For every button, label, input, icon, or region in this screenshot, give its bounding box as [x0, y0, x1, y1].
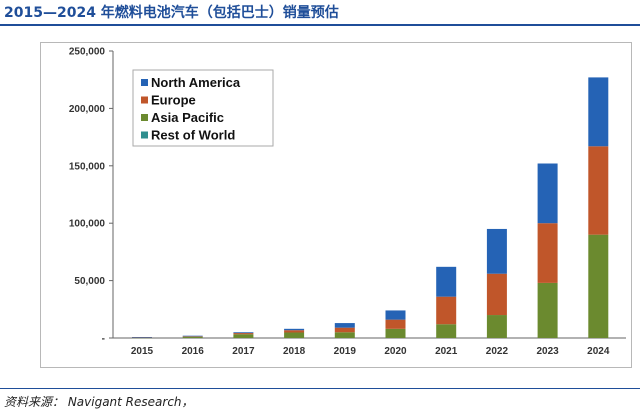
- legend-label: Asia Pacific: [151, 110, 224, 125]
- top-rule: [0, 24, 640, 26]
- legend-swatch: [141, 131, 148, 139]
- legend-label: Rest of World: [151, 128, 235, 143]
- bottom-rule: [0, 388, 640, 389]
- bar-segment: [284, 330, 305, 333]
- y-tick-label: 50,000: [74, 276, 105, 287]
- bar-segment: [233, 333, 254, 335]
- bar-segment: [385, 328, 406, 338]
- bar-segment: [486, 273, 507, 316]
- legend-label: North America: [151, 75, 241, 90]
- source-note: 资料来源： Navigant Research，: [4, 395, 194, 409]
- legend-swatch: [141, 114, 148, 121]
- bar-segment: [334, 332, 355, 338]
- legend-label: Europe: [151, 93, 196, 108]
- x-tick-label: 2015: [131, 346, 154, 357]
- bar-segment: [486, 228, 507, 274]
- bar-segment: [588, 77, 609, 147]
- y-tick-label: 100,000: [69, 219, 106, 230]
- x-tick-label: 2022: [486, 346, 509, 357]
- x-tick-label: 2016: [182, 346, 205, 357]
- bar-segment: [486, 315, 507, 338]
- bar-segment: [385, 310, 406, 320]
- x-tick-label: 2024: [587, 346, 610, 357]
- bar-segment: [537, 163, 558, 224]
- bar-segment: [436, 324, 457, 338]
- bar-segment: [182, 336, 203, 338]
- legend-box: [132, 69, 274, 147]
- bar-segment: [284, 332, 305, 338]
- bar-segment: [588, 146, 609, 235]
- x-tick-label: 2018: [283, 346, 306, 357]
- legend-swatch: [141, 96, 148, 104]
- y-tick-label: 250,000: [69, 47, 106, 58]
- bar-segment: [182, 336, 203, 337]
- y-tick-label: 150,000: [69, 161, 106, 172]
- bar-segment: [436, 296, 457, 325]
- bar-segment: [537, 282, 558, 338]
- y-tick-label: -: [102, 334, 105, 345]
- bar-segment: [334, 327, 355, 333]
- bar-segment: [436, 266, 457, 297]
- bar-segment: [334, 323, 355, 328]
- x-tick-label: 2019: [334, 346, 357, 357]
- bar-segment: [588, 234, 609, 338]
- bar-segment: [233, 332, 254, 334]
- bar-segment: [182, 335, 203, 337]
- bar-segment: [385, 319, 406, 329]
- bar-segment: [537, 223, 558, 283]
- chart-caption: 2015—2024 年燃料电池汽车（包括巴士）销量预估: [4, 5, 339, 21]
- x-tick-label: 2020: [384, 346, 407, 357]
- x-tick-label: 2021: [435, 346, 458, 357]
- bar-segment: [132, 337, 152, 338]
- bar-segment: [284, 328, 305, 331]
- x-tick-label: 2023: [536, 346, 559, 357]
- y-tick-label: 200,000: [69, 104, 106, 115]
- bar-segment: [233, 334, 254, 338]
- legend-swatch: [141, 79, 148, 86]
- x-tick-label: 2017: [232, 346, 255, 357]
